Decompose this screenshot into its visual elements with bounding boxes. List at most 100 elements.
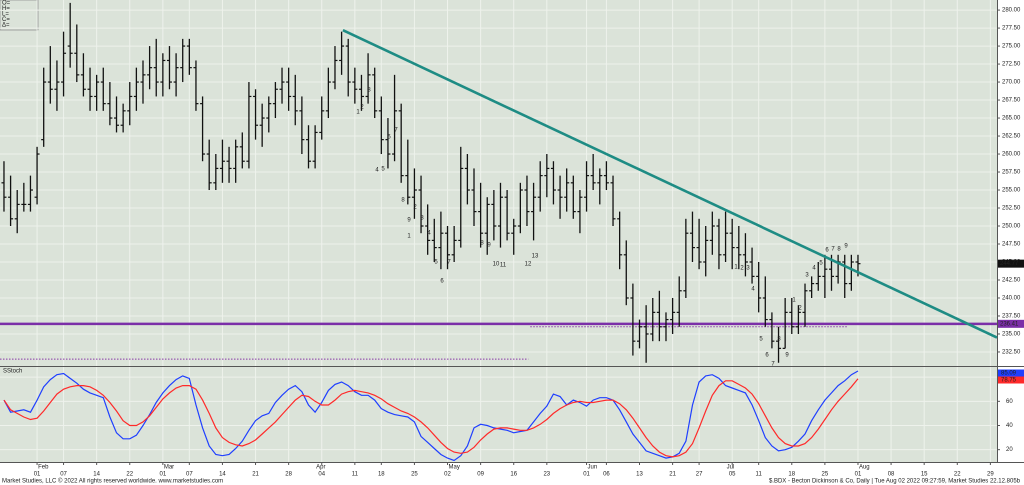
y-tick-label: 247.50	[1002, 242, 1021, 248]
x-tick-label: 21	[252, 472, 259, 478]
y-tick-label: 272.50	[1002, 62, 1021, 68]
ohlc-legend-label: C=	[2, 17, 10, 23]
count-label: 12	[525, 262, 532, 268]
y-tick-label: 262.50	[1002, 134, 1021, 140]
x-tick-label: 27	[696, 472, 703, 478]
footer-right: $.BDX - Becton Dickinson & Co, Daily | T…	[769, 479, 1021, 485]
x-tick-label: 07	[186, 472, 193, 478]
ohlc-legend-box	[0, 0, 39, 31]
y-tick-label: 267.50	[1002, 98, 1021, 104]
count-label: 11	[500, 263, 507, 269]
count-label: 8	[777, 337, 781, 343]
month-label: Feb	[38, 465, 49, 471]
x-tick-label: 01	[583, 472, 590, 478]
count-label: 4	[375, 168, 379, 174]
stoch-line	[3, 378, 859, 458]
x-tick-label: 18	[378, 472, 385, 478]
x-tick-label: 07	[60, 472, 67, 478]
stoch-tick-label: 40	[1006, 423, 1013, 429]
y-tick-label: 265.00	[1002, 116, 1021, 122]
x-tick-label: 11	[352, 472, 359, 478]
y-tick-label: 237.50	[1002, 314, 1021, 320]
x-tick-label: 18	[788, 472, 795, 478]
y-tick-label: 232.50	[1002, 350, 1021, 356]
x-tick-label: 22	[954, 472, 961, 478]
y-tick-label: 252.50	[1002, 206, 1021, 212]
month-label: May	[449, 465, 460, 471]
count-label: 1	[792, 298, 796, 304]
x-tick-label: 01	[855, 472, 862, 478]
x-tick-label: 13	[636, 472, 643, 478]
count-label: 10	[493, 262, 500, 268]
count-label: 3	[805, 273, 809, 279]
count-label: 9	[487, 243, 491, 249]
x-tick-label: 23	[543, 472, 550, 478]
last-price-box	[998, 259, 1024, 268]
x-tick-label: 09	[477, 472, 484, 478]
count-label: 2	[798, 306, 802, 312]
y-tick-label: 240.00	[1002, 296, 1021, 302]
stoch-last-label: 85.09	[1001, 371, 1017, 377]
x-tick-label: 14	[93, 472, 100, 478]
ohlc-legend-label: L=	[2, 12, 9, 18]
count-label: 9	[844, 244, 848, 250]
count-label: 6	[440, 279, 444, 285]
count-label: 3	[367, 88, 371, 94]
x-tick-label: 04	[318, 472, 325, 478]
y-tick-label: 235.00	[1002, 332, 1021, 338]
x-tick-label: 25	[411, 472, 418, 478]
y-tick-label: 257.50	[1002, 170, 1021, 176]
x-tick-label: 21	[669, 472, 676, 478]
stoch-tick-label: 20	[1006, 447, 1013, 453]
y-tick-label: 250.00	[1002, 224, 1021, 230]
month-label: Aug	[859, 465, 870, 471]
count-label: 6	[387, 135, 391, 141]
stoch-tick-label: 60	[1006, 399, 1013, 405]
count-label: 4	[812, 266, 816, 272]
month-label: Jun	[588, 465, 598, 471]
count-label: 6	[765, 353, 769, 359]
ohlc-legend-label: O=	[2, 1, 11, 7]
level-label: 236.41	[1000, 321, 1019, 327]
y-tick-label: 242.50	[1002, 278, 1021, 284]
count-label: 1	[734, 265, 738, 271]
x-tick-label: 29	[987, 472, 994, 478]
count-label: 5	[819, 261, 823, 267]
y-tick-label: 280.00	[1002, 8, 1021, 14]
month-label: Mar	[164, 465, 174, 471]
count-label: 6	[825, 248, 829, 254]
y-tick-label: 260.00	[1002, 152, 1021, 158]
x-tick-label: 15	[921, 472, 928, 478]
count-label: 3	[746, 266, 750, 272]
stoch-last-box	[998, 376, 1024, 384]
count-label: 7	[447, 260, 451, 266]
count-label: 7	[771, 362, 775, 368]
last-price-label: 244.77	[1000, 261, 1019, 267]
month-label: Jul	[727, 465, 735, 471]
y-tick-label: 275.00	[1002, 44, 1021, 50]
ohlc-legend-label: H=	[2, 6, 10, 12]
x-tick-label: 25	[822, 472, 829, 478]
count-label: 2	[360, 105, 364, 111]
x-tick-label: 06	[603, 472, 610, 478]
y-tick-label: 255.00	[1002, 188, 1021, 194]
stoch-last-label: 78.75	[1001, 378, 1017, 384]
count-label: 9	[785, 353, 789, 359]
count-label: 13	[532, 254, 539, 260]
stoch-last-box	[998, 369, 1024, 377]
plot-background	[0, 0, 997, 462]
count-label: 5	[434, 260, 438, 266]
count-label: 2	[413, 205, 417, 211]
count-label: 8	[401, 198, 405, 204]
footer-left: Market Studies, LLC © 2022 All rights re…	[2, 478, 223, 485]
count-label: 3	[420, 216, 424, 222]
count-label: 9	[407, 218, 411, 224]
y-tick-label: 270.00	[1002, 80, 1021, 86]
x-tick-label: 05	[729, 472, 736, 478]
stoch-title: SStoch	[3, 369, 22, 375]
x-tick-label: 14	[219, 472, 226, 478]
count-label: 5	[759, 337, 763, 343]
trendline	[342, 29, 998, 339]
